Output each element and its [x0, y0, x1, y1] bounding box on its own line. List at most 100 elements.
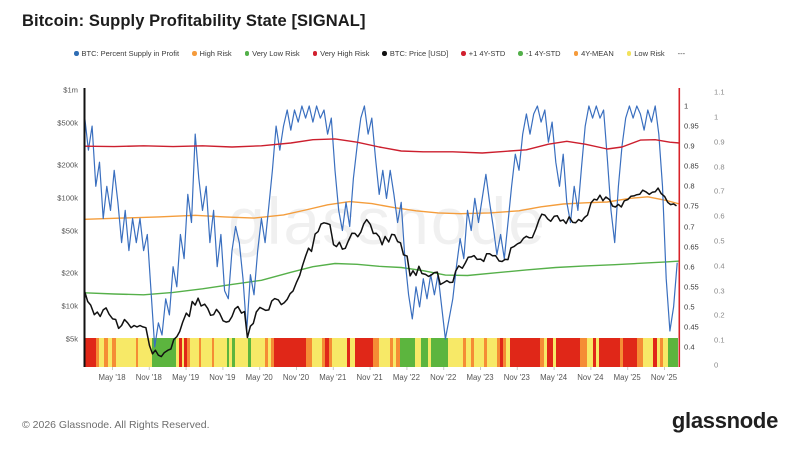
risk-heatmap-segment	[510, 338, 540, 367]
risk-heatmap-segment	[660, 338, 663, 367]
legend-item[interactable]: BTC: Percent Supply in Profit	[74, 49, 179, 58]
risk-heatmap-segment	[251, 338, 265, 367]
risk-heatmap-segment	[332, 338, 347, 367]
risk-heatmap-segment	[643, 338, 653, 367]
page-title: Bitcoin: Supply Profitability State [SIG…	[22, 12, 366, 30]
risk-heatmap-segment	[232, 338, 235, 367]
risk-heatmap-segment	[96, 338, 99, 367]
risk-heatmap-segment	[463, 338, 466, 367]
risk-heatmap-segment	[312, 338, 322, 367]
risk-heatmap-segment	[229, 338, 232, 367]
legend-dot-icon	[382, 51, 387, 56]
right-axis-line	[678, 88, 681, 367]
legend-item-label: -1 4Y-STD	[525, 49, 561, 58]
risk-heatmap-segment	[248, 338, 251, 367]
risk-heatmap-segment	[421, 338, 428, 367]
risk-heatmap-segment	[396, 338, 400, 367]
risk-heatmap-segment	[306, 338, 312, 367]
risk-heatmap-segment	[599, 338, 603, 367]
legend-item[interactable]: +1 4Y-STD	[461, 49, 505, 58]
risk-heatmap-segment	[623, 338, 637, 367]
legend-dot-icon	[192, 51, 197, 56]
legend-item-label: Low Risk	[634, 49, 665, 58]
risk-heatmap-segment	[138, 338, 152, 367]
risk-heatmap-segment	[108, 338, 112, 367]
risk-heatmap-segment	[500, 338, 503, 367]
risk-heatmap-segment	[179, 338, 182, 367]
legend-item-label: 4Y-MEAN	[581, 49, 614, 58]
risk-heatmap-segment	[355, 338, 373, 367]
x-tick-mark	[443, 367, 445, 370]
risk-heatmap-segment	[190, 338, 199, 367]
risk-heatmap-segment	[390, 338, 393, 367]
risk-heatmap-segment	[428, 338, 431, 367]
chart-legend: BTC: Percent Supply in Profit High Risk Ve…	[74, 49, 685, 58]
x-tick-mark	[627, 367, 629, 370]
x-tick-mark	[148, 367, 150, 370]
risk-heatmap-segment	[484, 338, 487, 367]
risk-heatmap-segment	[235, 338, 248, 367]
risk-heatmap-segment	[544, 338, 547, 367]
risk-heatmap-segment	[400, 338, 415, 367]
risk-heatmap-segment	[580, 338, 587, 367]
risk-heatmap-segment	[415, 338, 421, 367]
x-tick-mark	[112, 367, 113, 370]
risk-heatmap-segment	[603, 338, 620, 367]
legend-item[interactable]: ---	[678, 49, 686, 58]
risk-heatmap-segment	[112, 338, 116, 367]
risk-heatmap-segment	[99, 338, 104, 367]
legend-item-label: Very Low Risk	[252, 49, 300, 58]
legend-item[interactable]: High Risk	[192, 49, 232, 58]
legend-item[interactable]: 4Y-MEAN	[573, 49, 614, 58]
x-tick-mark	[516, 367, 518, 370]
series-btc-percent-supply-in-profit	[84, 105, 678, 348]
left-axis-line	[83, 88, 86, 367]
risk-heatmap-segment	[593, 338, 596, 367]
copyright-text: © 2026 Glassnode. All Rights Reserved.	[22, 419, 210, 431]
x-tick-mark	[332, 367, 334, 370]
legend-item-label: BTC: Price [USD]	[389, 49, 449, 58]
legend-item[interactable]: Very High Risk	[312, 49, 370, 58]
risk-heatmap-segment	[466, 338, 471, 367]
legend-dot-icon	[244, 51, 250, 56]
risk-heatmap-segment	[668, 338, 678, 367]
legend-item-label: +1 4Y-STD	[468, 49, 506, 58]
risk-heatmap-segment	[136, 338, 138, 367]
risk-heatmap-segment	[487, 338, 497, 367]
risk-heatmap-segment	[265, 338, 268, 367]
x-tick-mark	[590, 367, 592, 370]
risk-heatmap-segment	[553, 338, 556, 367]
x-tick-mark	[369, 367, 371, 370]
legend-item[interactable]: BTC: Price [USD]	[382, 49, 448, 58]
risk-heatmap-segment	[85, 338, 96, 367]
legend-item[interactable]: Very Low Risk	[244, 49, 300, 58]
risk-heatmap-segment	[547, 338, 553, 367]
legend-dot-icon	[518, 51, 523, 56]
risk-heatmap-segment	[637, 338, 643, 367]
series-4y-mean	[84, 196, 680, 220]
risk-heatmap-segment	[187, 338, 190, 367]
risk-heatmap-segment	[325, 338, 329, 367]
legend-item-label: ---	[677, 49, 686, 58]
risk-heatmap-segment	[329, 338, 332, 367]
legend-dot-icon	[626, 51, 632, 56]
risk-heatmap-segment	[116, 338, 136, 367]
risk-heatmap-segment	[431, 338, 448, 367]
risk-heatmap-segment	[471, 338, 474, 367]
x-tick-mark	[553, 367, 555, 370]
legend-item[interactable]: -1 4Y-STD	[518, 49, 561, 58]
x-tick-mark	[185, 367, 187, 370]
chart-plot-area[interactable]	[85, 88, 679, 367]
risk-heatmap-segment	[212, 338, 214, 367]
risk-heatmap-segment	[540, 338, 544, 367]
legend-dot-icon	[74, 51, 79, 56]
series--1-4y-std	[84, 260, 680, 296]
x-tick-mark	[259, 367, 261, 370]
risk-heatmap-segment	[663, 338, 668, 367]
legend-item[interactable]: Low Risk	[626, 49, 665, 58]
risk-heatmap-segment	[182, 338, 184, 367]
legend-item-label: Very High Risk	[320, 49, 370, 58]
legend-dot-icon	[312, 51, 318, 56]
